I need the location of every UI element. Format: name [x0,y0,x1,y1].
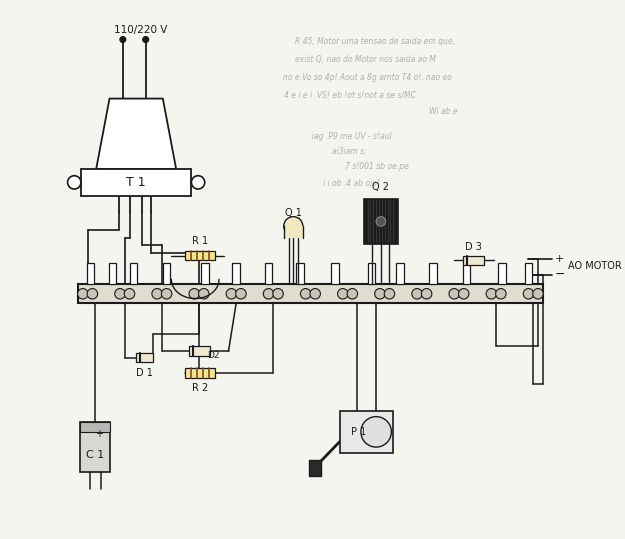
Bar [309,460,321,475]
Text: ai3iam s.: ai3iam s. [332,147,367,156]
Text: AO MOTOR: AO MOTOR [568,261,621,271]
Text: +: + [555,253,564,264]
Bar [163,264,171,284]
Circle shape [191,176,205,189]
Bar [80,423,111,432]
Bar [498,264,506,284]
Text: R 45, Motor uma tensao de saida em que,: R 45, Motor uma tensao de saida em que, [294,37,454,46]
Circle shape [161,288,172,299]
Polygon shape [96,99,176,169]
Circle shape [338,288,348,299]
Text: R 2: R 2 [192,383,208,393]
Bar [296,264,304,284]
Circle shape [124,288,135,299]
Bar [364,198,398,244]
Text: i i ob .4 ab oio!: i i ob .4 ab oio! [323,179,380,188]
Text: exist Q, nao do Motor nos saida ao M: exist Q, nao do Motor nos saida ao M [294,54,436,64]
Circle shape [115,288,125,299]
Text: Q 1: Q 1 [285,208,302,218]
Text: P 1: P 1 [351,427,367,437]
Text: R 1: R 1 [192,237,208,246]
Bar [284,226,302,238]
Bar [524,264,532,284]
Circle shape [310,288,321,299]
Circle shape [459,288,469,299]
Text: D2: D2 [207,351,219,360]
Bar [136,353,153,362]
Bar [78,284,542,303]
Text: T 1: T 1 [126,176,146,189]
Text: +: + [95,429,103,439]
Bar [81,169,191,196]
Bar [109,264,116,284]
Bar [232,264,240,284]
Text: 110/220 V: 110/220 V [114,25,168,35]
Circle shape [347,288,358,299]
Circle shape [143,37,149,43]
Circle shape [284,217,302,236]
Bar [265,264,272,284]
Circle shape [152,288,162,299]
Circle shape [523,288,534,299]
Text: 4 e i e i .VS! eb !ot s!not a se s/MC: 4 e i e i .VS! eb !ot s!not a se s/MC [284,91,416,100]
Bar [396,264,404,284]
Bar [340,411,393,453]
Circle shape [199,288,209,299]
Circle shape [486,288,497,299]
Circle shape [449,288,459,299]
Text: −: − [555,268,566,281]
Circle shape [120,37,126,43]
Circle shape [273,288,283,299]
Circle shape [532,288,543,299]
Text: Wi ab e: Wi ab e [429,107,457,116]
Circle shape [263,288,274,299]
Circle shape [236,288,246,299]
Bar [185,251,215,260]
Text: iag .P9 me UV - s!aul: iag .P9 me UV - s!aul [312,132,392,141]
Circle shape [421,288,432,299]
Text: no e.Vo so 4p! Aout a 8g arnto T4 o!, nao eo: no e.Vo so 4p! Aout a 8g arnto T4 o!, na… [282,73,452,81]
Circle shape [301,288,311,299]
Text: C 1: C 1 [86,450,104,460]
Bar [87,264,94,284]
Bar [429,264,437,284]
Text: D 3: D 3 [465,242,482,252]
Circle shape [87,288,98,299]
Bar [462,264,471,284]
Bar [462,255,484,265]
Circle shape [375,288,385,299]
Bar [368,264,375,284]
Text: 7 s!001 sb oe.pe: 7 s!001 sb oe.pe [345,162,409,171]
Text: D 1: D 1 [136,368,153,378]
Bar [129,264,137,284]
Circle shape [361,417,391,447]
Circle shape [226,288,237,299]
Circle shape [68,176,81,189]
Text: Q 2: Q 2 [372,182,389,192]
Circle shape [78,288,88,299]
Circle shape [496,288,506,299]
Circle shape [384,288,395,299]
Bar [331,264,339,284]
Bar [80,423,111,472]
Bar [185,368,215,378]
Circle shape [189,288,199,299]
Bar [201,264,209,284]
Circle shape [376,217,386,226]
Circle shape [412,288,422,299]
Bar [189,346,211,356]
